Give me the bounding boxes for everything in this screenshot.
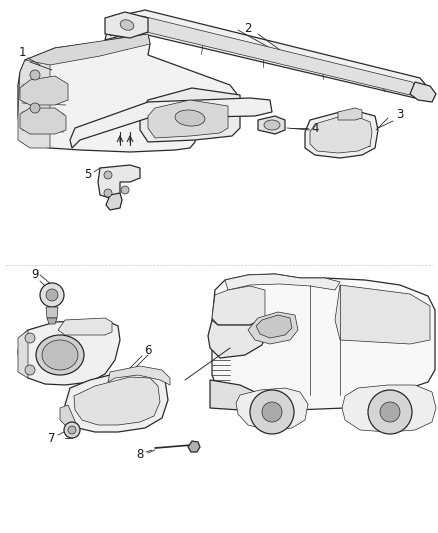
Polygon shape <box>65 370 168 432</box>
Circle shape <box>380 402 400 422</box>
Circle shape <box>262 402 282 422</box>
Circle shape <box>25 333 35 343</box>
Polygon shape <box>305 112 378 158</box>
Polygon shape <box>210 380 255 410</box>
Circle shape <box>104 171 112 179</box>
Circle shape <box>40 283 64 307</box>
Polygon shape <box>70 98 272 148</box>
Ellipse shape <box>42 340 78 370</box>
Circle shape <box>25 365 35 375</box>
Circle shape <box>46 289 58 301</box>
Polygon shape <box>310 117 372 153</box>
Polygon shape <box>106 193 122 210</box>
Circle shape <box>30 103 40 113</box>
Circle shape <box>368 390 412 434</box>
Polygon shape <box>60 405 78 428</box>
Polygon shape <box>212 286 265 325</box>
Text: 5: 5 <box>84 168 92 182</box>
Polygon shape <box>342 385 436 432</box>
Circle shape <box>121 186 129 194</box>
Text: 7: 7 <box>48 432 56 445</box>
Polygon shape <box>212 274 435 410</box>
Ellipse shape <box>264 120 280 130</box>
Polygon shape <box>18 330 28 378</box>
Circle shape <box>104 189 112 197</box>
Text: 9: 9 <box>31 269 39 281</box>
Polygon shape <box>20 108 66 134</box>
Polygon shape <box>20 76 68 105</box>
Polygon shape <box>105 12 148 38</box>
Polygon shape <box>208 318 268 358</box>
Polygon shape <box>47 318 57 324</box>
Ellipse shape <box>175 110 205 126</box>
Polygon shape <box>236 388 308 430</box>
Polygon shape <box>148 100 228 138</box>
Polygon shape <box>256 315 292 338</box>
Polygon shape <box>248 312 298 344</box>
Polygon shape <box>140 88 240 142</box>
Text: 8: 8 <box>136 448 144 462</box>
Circle shape <box>68 426 76 434</box>
Polygon shape <box>18 320 120 385</box>
Polygon shape <box>225 274 340 290</box>
Polygon shape <box>338 108 362 120</box>
Polygon shape <box>25 34 150 65</box>
Text: 1: 1 <box>18 45 26 59</box>
Circle shape <box>64 422 80 438</box>
Polygon shape <box>58 318 112 335</box>
Text: 3: 3 <box>396 109 404 122</box>
Circle shape <box>250 390 294 434</box>
Polygon shape <box>74 377 160 425</box>
Polygon shape <box>258 116 285 134</box>
Polygon shape <box>105 10 430 98</box>
Polygon shape <box>188 441 200 452</box>
Text: 6: 6 <box>144 343 152 357</box>
Polygon shape <box>110 16 420 95</box>
Text: 2: 2 <box>244 21 252 35</box>
Polygon shape <box>18 34 240 152</box>
Polygon shape <box>108 366 170 385</box>
Polygon shape <box>98 165 140 198</box>
Circle shape <box>30 70 40 80</box>
Polygon shape <box>335 285 430 344</box>
Polygon shape <box>410 82 436 102</box>
Polygon shape <box>18 55 50 148</box>
Ellipse shape <box>120 20 134 30</box>
Polygon shape <box>46 307 58 318</box>
Text: 4: 4 <box>311 122 319 134</box>
Ellipse shape <box>36 335 84 375</box>
